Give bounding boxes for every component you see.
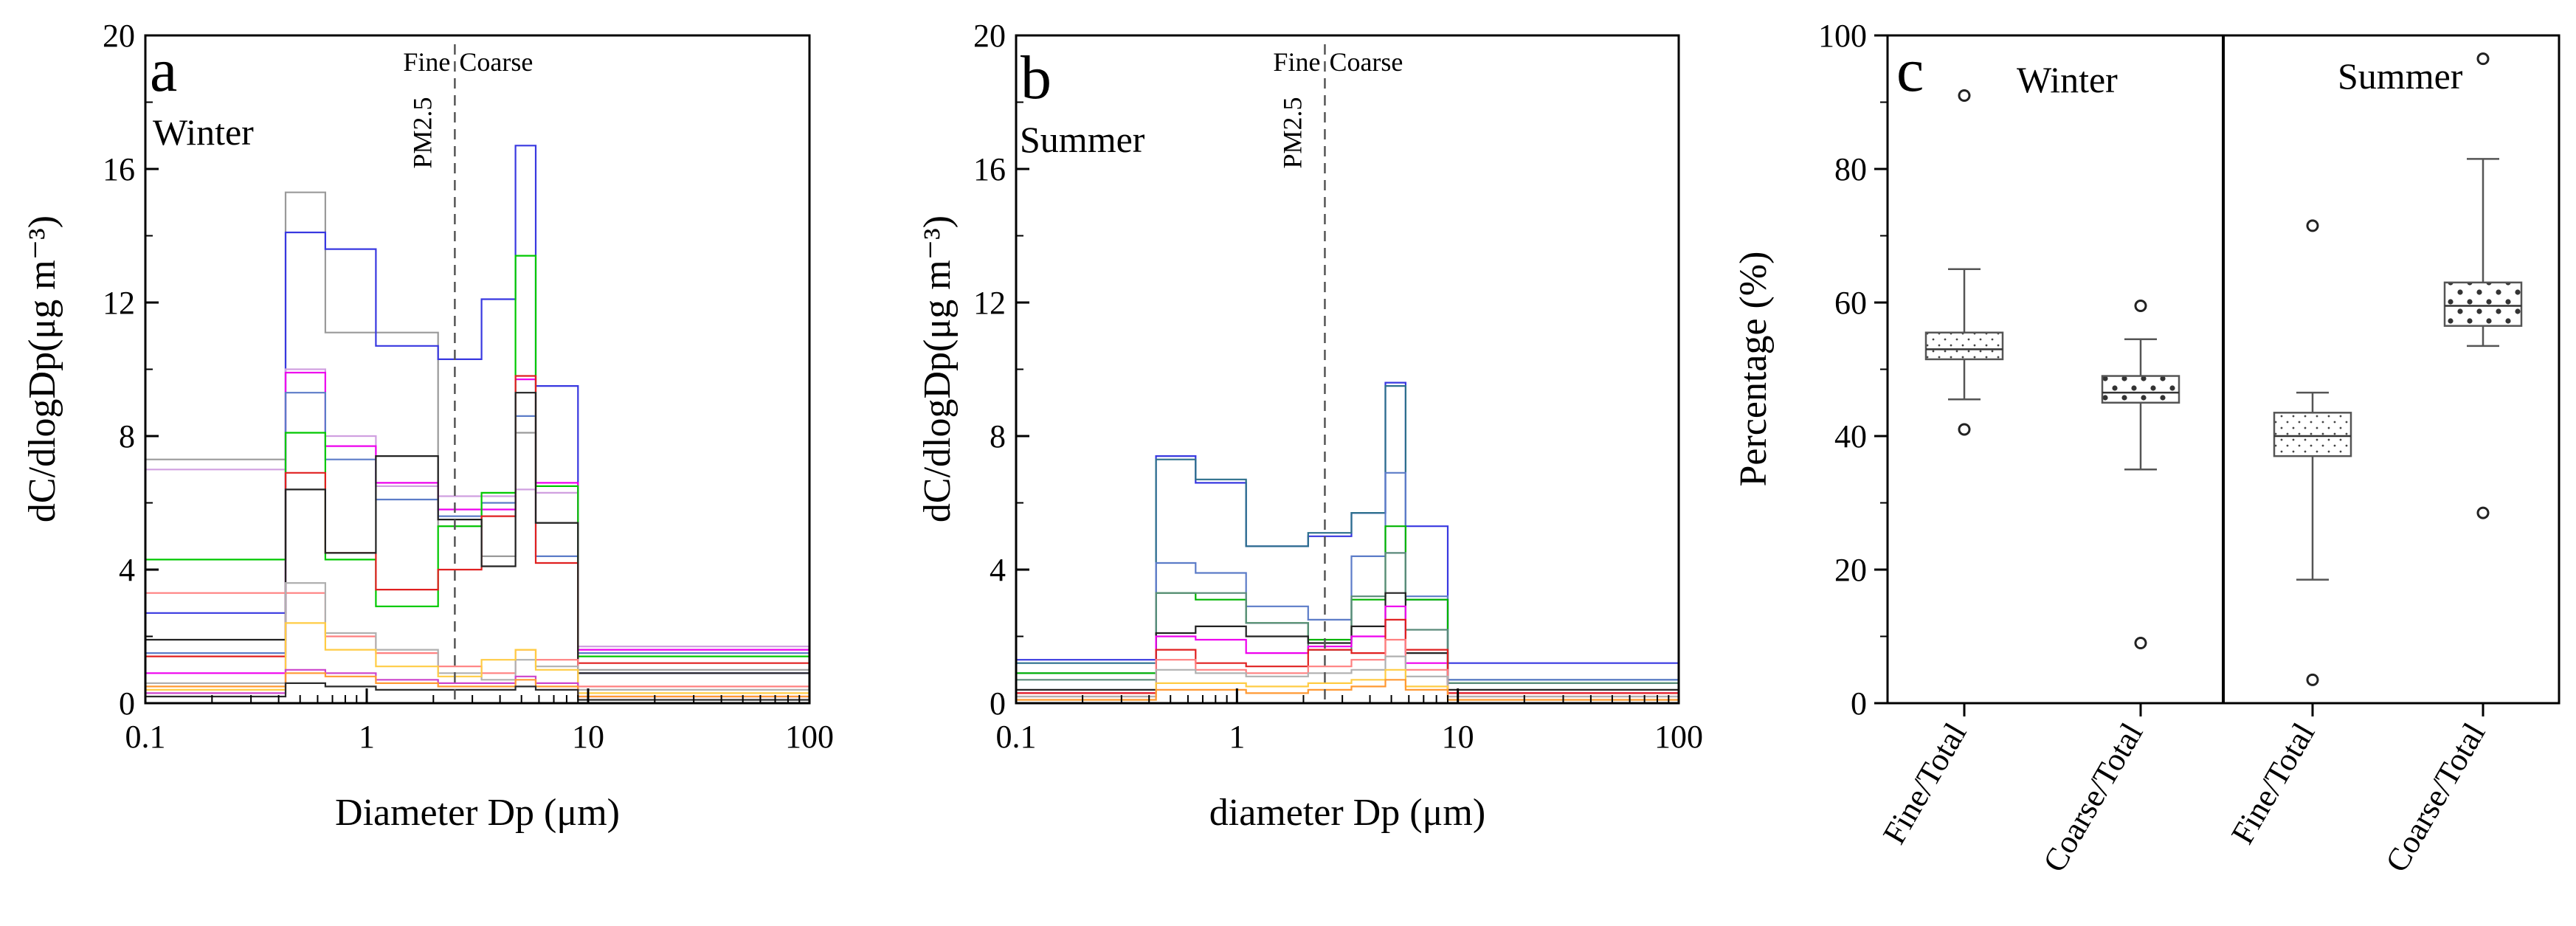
panel-a-x-axis-label: Diameter Dp (μm) (335, 792, 620, 834)
panel-a-letter: a (150, 36, 177, 105)
panel-b-letter: b (1021, 44, 1052, 112)
box-outlier-point (1958, 423, 1971, 436)
panel-c-y-tick-label: 20 (1834, 552, 1867, 588)
panel-b-series-s8 (1016, 618, 1679, 694)
panel-a-series-s2 (145, 145, 809, 674)
box-outlier-point (2134, 300, 2147, 313)
panel-c-y-axis-label: Percentage (%) (1733, 251, 1775, 486)
panel-b-series-s2 (1016, 385, 1679, 681)
box-iqr (2273, 412, 2352, 457)
panel-b-coarse-label: Coarse (1329, 47, 1403, 77)
panel-a-y-tick-label: 12 (103, 285, 135, 321)
panel-b-x-axis-label: diameter Dp (μm) (1209, 792, 1485, 834)
panel-b-y-tick-label: 4 (990, 552, 1006, 588)
box-iqr (2443, 281, 2523, 327)
panel-a-x-tick-label: 10 (572, 719, 604, 755)
panel-a-pm25-label: PM2.5 (407, 97, 437, 168)
panel-c-box-summer-coarse: Coarse/Total (2378, 52, 2523, 879)
panel-a-y-tick-label: 8 (119, 418, 135, 455)
panel-c-y-tick-label: 40 (1834, 418, 1867, 455)
panel-b-cut-line-group: Fine Coarse PM2.5 (1273, 44, 1403, 703)
panel-b-pm25-label: PM2.5 (1277, 97, 1307, 168)
panel-c-box-summer-fine: Fine/Total (2224, 219, 2352, 851)
panel-b-axes: 0 4 8 12 16 20 0.1 1 10 100 (973, 18, 1703, 755)
panel-b-series-s7 (1016, 605, 1679, 694)
panel-b-x-tick-label: 10 (1442, 719, 1474, 755)
panel-c-y-tick-label: 80 (1834, 151, 1867, 187)
panel-b-series-s3 (1016, 471, 1679, 681)
box-iqr (2101, 375, 2180, 404)
box-outlier-point (1958, 89, 1971, 102)
box-outlier-point (2306, 673, 2319, 686)
panel-c-x-category-label: Fine/Total (2224, 717, 2322, 851)
panel-a-series-s7 (145, 375, 809, 664)
panel-a-series-s1 (145, 191, 809, 671)
box-outlier-point (2306, 219, 2319, 232)
panel-b-series-s12 (1016, 679, 1679, 701)
panel-a-season-title: Winter (153, 111, 254, 153)
panel-c-y-tick-label: 60 (1834, 285, 1867, 321)
panel-b-fine-label: Fine (1273, 47, 1320, 77)
panel-b-series-s1 (1016, 381, 1679, 664)
panel-c-y-tick-label: 100 (1818, 18, 1867, 54)
box-outlier-point (2134, 637, 2147, 650)
panel-a-series-s6 (145, 255, 809, 657)
panel-a-axes: 0 4 8 12 16 20 0.1 1 10 100 (103, 18, 834, 755)
panel-a-winter-size-distribution: Fine Coarse PM2.5 0 4 8 12 16 20 0.1 1 10 100 a Win… (21, 18, 834, 834)
panel-c-x-category-label: Coarse/Total (2036, 717, 2150, 879)
panel-a-x-tick-label: 0.1 (125, 719, 166, 755)
panel-c-box-winter-fine: Fine/Total (1876, 89, 2004, 851)
panel-a-series-s13 (145, 672, 809, 698)
panel-b-y-tick-label: 12 (973, 285, 1006, 321)
panel-c-letter: c (1896, 36, 1924, 105)
panel-a-series-s5 (145, 392, 809, 654)
panel-a-y-tick-label: 4 (119, 552, 135, 588)
panel-a-series-s8 (145, 392, 809, 674)
panel-b-x-tick-label: 100 (1654, 719, 1703, 755)
panel-b-x-tick-label: 0.1 (996, 719, 1037, 755)
panel-a-fine-label: Fine (403, 47, 450, 77)
panel-b-series-s9 (1016, 638, 1679, 698)
panel-b-x-tick-label: 1 (1229, 719, 1245, 755)
box-outlier-point (2476, 506, 2490, 519)
panel-a-cut-line-group: Fine Coarse PM2.5 (403, 44, 533, 703)
panel-b-y-tick-label: 8 (990, 418, 1006, 455)
panel-b-y-axis-label: dC/dlogDp(μg m⁻³) (916, 215, 959, 522)
panel-b-season-title: Summer (1020, 119, 1145, 160)
panel-c-axes: 0 20 40 60 80 100 (1818, 18, 1888, 722)
panel-b-series-s6 (1016, 592, 1679, 691)
panel-a-series-s14 (145, 682, 809, 701)
panel-c-group-label-summer: Summer (2338, 55, 2463, 97)
panel-a-x-tick-label: 100 (785, 719, 834, 755)
panel-a-series-s11 (145, 622, 809, 694)
panel-a-series (145, 145, 809, 701)
panel-a-coarse-label: Coarse (459, 47, 533, 77)
panel-c-group-label-winter: Winter (2017, 59, 2118, 100)
panel-a-series-s4 (145, 371, 809, 674)
box-outlier-point (2476, 52, 2490, 66)
panel-c-box-winter-coarse: Coarse/Total (2036, 300, 2180, 879)
panel-c-y-tick-label: 0 (1851, 685, 1867, 722)
panel-b-series-s10 (1016, 655, 1679, 698)
panel-b-y-tick-label: 0 (990, 685, 1006, 722)
panel-c-boxes: Fine/Total Coarse/Total Fine/Total Coarse/T… (1876, 52, 2523, 879)
box-iqr (1924, 331, 2004, 361)
panel-c-x-category-label: Coarse/Total (2378, 717, 2493, 879)
panel-a-series-s10 (145, 582, 809, 691)
panel-a-series-s3 (145, 368, 809, 648)
panel-b-summer-size-distribution: Fine Coarse PM2.5 0 4 8 12 16 20 0.1 1 10 100 b Sum… (916, 18, 1703, 834)
panel-b-y-tick-label: 20 (973, 18, 1006, 54)
panel-a-y-axis-label: dC/dlogDp(μg m⁻³) (21, 215, 63, 522)
panel-b-series (1016, 381, 1679, 701)
panel-a-y-tick-label: 0 (119, 685, 135, 722)
panel-a-x-tick-label: 1 (359, 719, 375, 755)
panel-a-y-tick-label: 20 (103, 18, 135, 54)
panel-c-x-category-label: Fine/Total (1876, 717, 1974, 851)
panel-a-y-tick-label: 16 (103, 151, 135, 187)
panel-b-y-tick-label: 16 (973, 151, 1006, 187)
panel-b-series-s11 (1016, 668, 1679, 701)
